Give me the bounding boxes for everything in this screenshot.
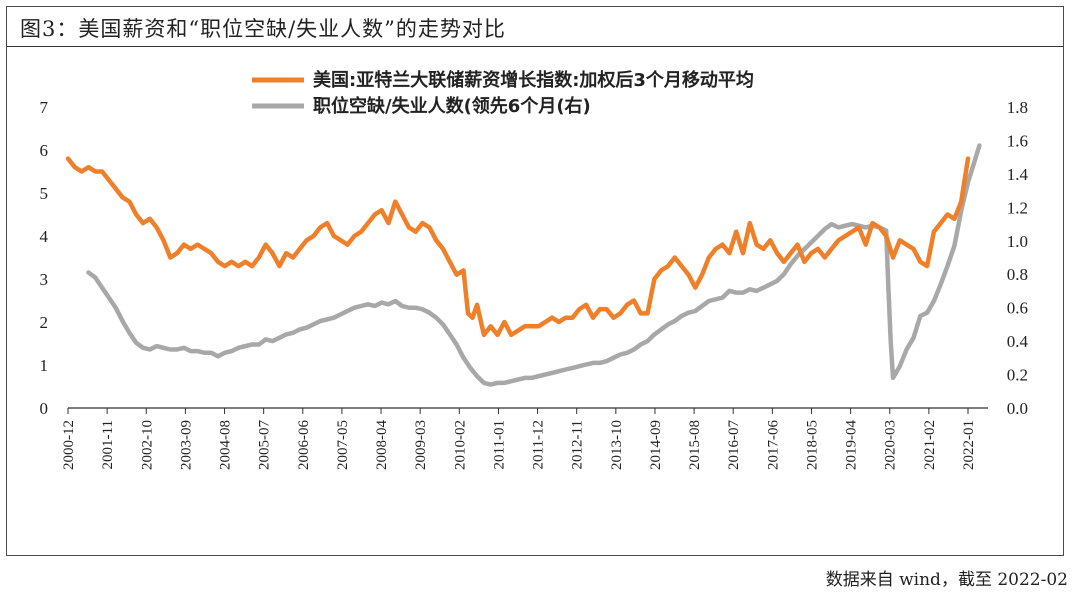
x-tick-label: 2018-05 [804, 420, 820, 470]
x-tick-label: 2009-03 [413, 420, 429, 470]
x-tick-label: 2017-06 [765, 420, 781, 470]
x-tick-label: 2001-11 [100, 420, 116, 469]
x-tick-label: 2020-03 [883, 420, 899, 470]
y-right-tick-label: 0.2 [1007, 366, 1028, 385]
x-tick-label: 2003-09 [178, 420, 194, 470]
chart-title: 图3：美国薪资和“职位空缺/失业人数”的走势对比 [20, 17, 506, 41]
x-tick-label: 2002-10 [139, 420, 155, 470]
y-right-tick-label: 1.8 [1007, 98, 1028, 117]
x-tick-label: 2016-07 [726, 420, 742, 470]
x-tick-label: 2015-08 [687, 420, 703, 470]
x-tick-label: 2019-04 [844, 420, 860, 470]
legend-label-wage: 美国:亚特兰大联储薪资增长指数:加权后3个月移动平均 [313, 69, 754, 91]
x-tick-label: 2011-12 [531, 420, 547, 469]
y-left-tick-label: 6 [40, 141, 49, 160]
series-wage-growth-line [65, 156, 971, 338]
y-left-tick-label: 5 [40, 184, 49, 203]
series-vacancy-ratio-line [86, 143, 982, 387]
x-tick-label: 2006-06 [296, 420, 312, 470]
y-right-tick-label: 1.4 [1007, 165, 1029, 184]
x-tick-label: 2013-10 [609, 420, 625, 470]
y-left-tick-label: 1 [40, 356, 49, 375]
source-note: 数据来自 wind，截至 2022-02 [825, 570, 1068, 590]
y-right-tick-label: 0.0 [1007, 399, 1028, 418]
y-left-tick-label: 3 [40, 270, 49, 289]
x-tick-label: 2005-07 [257, 420, 273, 470]
x-tick-label: 2000-12 [61, 420, 77, 470]
x-tick-label: 2014-09 [648, 420, 664, 470]
y-right-tick-label: 0.8 [1007, 265, 1028, 284]
x-tick-label: 2012-11 [570, 420, 586, 469]
title-bar: 图3：美国薪资和“职位空缺/失业人数”的走势对比 [7, 7, 1063, 47]
x-tick-label: 2007-05 [335, 420, 351, 470]
y-left-tick-label: 4 [40, 227, 49, 246]
y-right-tick-label: 0.4 [1007, 332, 1029, 351]
y-right-tick-label: 0.6 [1007, 299, 1028, 318]
y-left-tick-label: 7 [40, 98, 49, 117]
x-tick-label: 2022-01 [961, 420, 977, 470]
legend-label-vacancy: 职位空缺/失业人数(领先6个月(右) [313, 95, 591, 117]
y-left-tick-label: 2 [40, 313, 49, 332]
y-right-tick-label: 1.0 [1007, 232, 1028, 251]
x-tick-label: 2021-02 [922, 420, 938, 470]
y-right-tick-label: 1.6 [1007, 131, 1028, 150]
y-right-tick-label: 1.2 [1007, 198, 1028, 217]
x-tick-label: 2004-08 [218, 420, 234, 470]
x-tick-label: 2010-02 [452, 420, 468, 470]
y-left-tick-label: 0 [40, 399, 49, 418]
x-tick-label: 2011-01 [491, 420, 507, 469]
x-tick-label: 2008-04 [374, 420, 390, 470]
